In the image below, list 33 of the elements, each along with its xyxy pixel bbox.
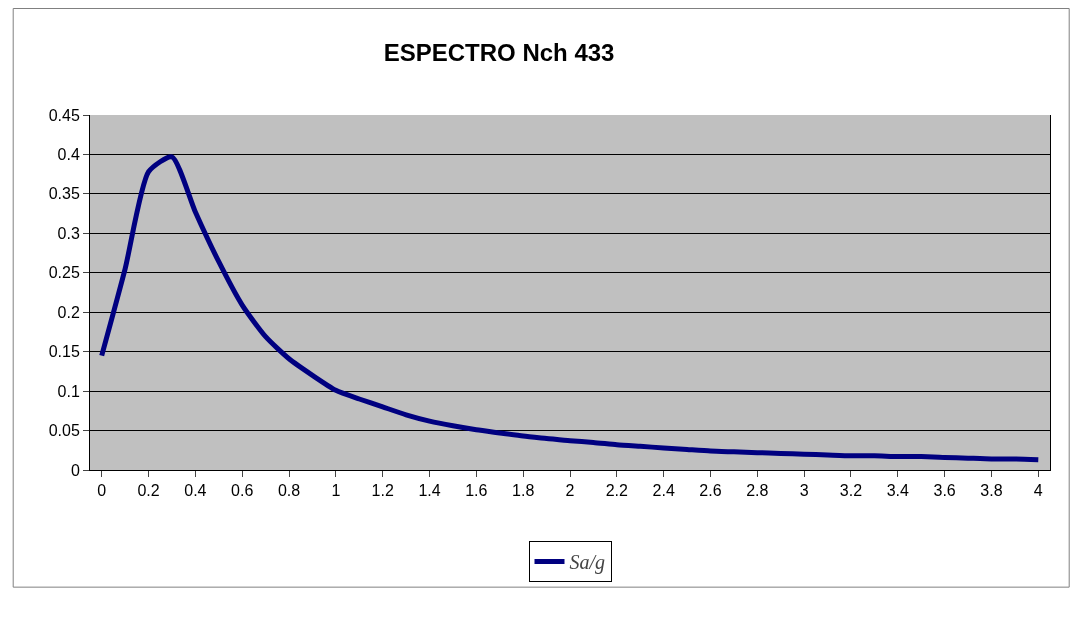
y-tick-label: 0.2 (57, 303, 80, 321)
x-tick-label: 2.8 (746, 482, 769, 500)
x-tick-label: 0.6 (231, 482, 254, 500)
y-tick-label: 0.15 (48, 343, 80, 361)
x-tick-label: 0.4 (184, 482, 207, 500)
y-tick-label: 0.35 (48, 185, 80, 203)
x-tick-label: 2.2 (605, 482, 629, 500)
chart-title: ESPECTRO Nch 433 (383, 38, 615, 66)
x-tick-label: 0.2 (137, 482, 160, 500)
x-tick-label: 3.2 (839, 482, 863, 500)
y-tick-label: 0.3 (57, 224, 80, 242)
x-tick-label: 2 (565, 482, 575, 500)
x-tick-label: 3.6 (933, 482, 956, 500)
y-tick-label: 0.4 (57, 146, 80, 164)
y-tick-label: 0.25 (48, 264, 80, 282)
x-tick-label: 1 (331, 482, 341, 500)
x-tick-label: 4 (1033, 482, 1043, 500)
x-tick-label: 0 (97, 482, 107, 500)
x-tick-label: 3.8 (980, 482, 1003, 500)
x-tick-label: 1.6 (465, 482, 488, 500)
x-tick-label: 1.2 (371, 482, 394, 500)
y-tick-label: 0 (70, 461, 80, 479)
x-tick-label: 2.4 (652, 482, 675, 500)
legend-label: Sa/g (569, 551, 606, 575)
x-tick-label: 1.4 (418, 482, 441, 500)
x-tick-label: 1.8 (512, 482, 535, 500)
x-tick-label: 3 (799, 482, 809, 500)
y-tick-label: 0.05 (48, 422, 80, 440)
x-tick-label: 2.6 (699, 482, 722, 500)
y-tick-label: 0.1 (57, 382, 80, 400)
y-tick-label: 0.45 (48, 106, 80, 124)
x-tick-label: 0.8 (277, 482, 301, 500)
x-tick-label: 3.4 (886, 482, 910, 500)
